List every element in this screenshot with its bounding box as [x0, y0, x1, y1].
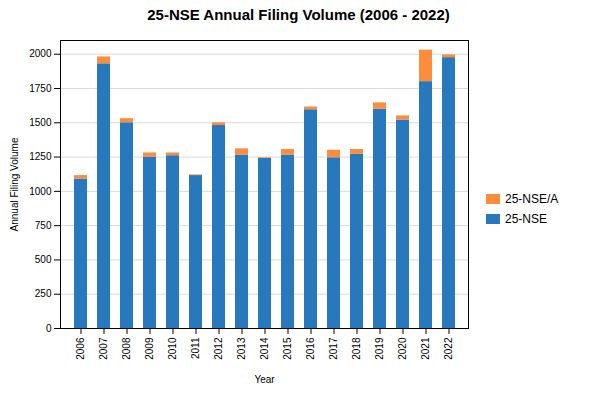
- svg-text:2020: 2020: [397, 337, 408, 360]
- svg-text:2018: 2018: [351, 337, 362, 360]
- svg-text:Year: Year: [254, 374, 275, 385]
- svg-text:2011: 2011: [190, 337, 201, 359]
- html-text:25-NSE Annual Filing Volume (2: 25-NSE Annual Filing Volume (2006 - 2022…: [147, 6, 450, 23]
- svg-text:2016: 2016: [305, 337, 316, 360]
- svg-text:1750: 1750: [29, 83, 52, 94]
- svg-text:1500: 1500: [29, 117, 52, 128]
- svg-text:2015: 2015: [282, 337, 293, 360]
- svg-text:2010: 2010: [167, 337, 178, 360]
- svg-text:2014: 2014: [259, 337, 270, 360]
- svg-text:500: 500: [35, 254, 52, 265]
- svg-text:2007: 2007: [98, 337, 109, 360]
- svg-text:2021: 2021: [420, 337, 431, 360]
- svg-text:2012: 2012: [213, 337, 224, 360]
- svg-text:2008: 2008: [121, 337, 132, 360]
- svg-text:2000: 2000: [29, 48, 52, 59]
- svg-text:2013: 2013: [236, 337, 247, 360]
- svg-text:1000: 1000: [29, 186, 52, 197]
- svg-text:2019: 2019: [374, 337, 385, 360]
- svg-text:2022: 2022: [443, 337, 454, 360]
- html-text:25-NSE: 25-NSE: [505, 212, 547, 226]
- svg-text:2006: 2006: [75, 337, 86, 360]
- svg-text:2017: 2017: [328, 337, 339, 360]
- svg-text:0: 0: [46, 323, 52, 334]
- html-text:25-NSE/A: 25-NSE/A: [505, 192, 559, 206]
- svg-text:Annual Filing Volume: Annual Filing Volume: [9, 137, 20, 231]
- svg-text:250: 250: [35, 288, 52, 299]
- svg-text:2009: 2009: [144, 337, 155, 360]
- svg-text:1250: 1250: [29, 151, 52, 162]
- svg-text:750: 750: [35, 220, 52, 231]
